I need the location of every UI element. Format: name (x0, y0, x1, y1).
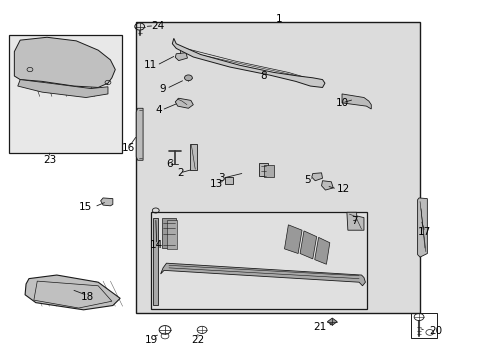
Polygon shape (189, 144, 196, 170)
Polygon shape (264, 165, 273, 177)
Polygon shape (224, 177, 232, 184)
Polygon shape (314, 237, 329, 264)
Polygon shape (300, 231, 316, 259)
Text: 23: 23 (43, 155, 56, 165)
Polygon shape (284, 225, 302, 253)
Text: 21: 21 (312, 322, 326, 332)
Polygon shape (175, 98, 193, 108)
Polygon shape (153, 218, 158, 305)
Text: 20: 20 (428, 325, 441, 336)
Text: 24: 24 (151, 21, 164, 31)
Bar (9, 35, 122, 153)
Text: 15: 15 (79, 202, 92, 212)
Polygon shape (160, 263, 365, 286)
Text: 22: 22 (190, 334, 203, 345)
Text: 2: 2 (177, 168, 183, 178)
Text: 5: 5 (303, 175, 310, 185)
Circle shape (184, 75, 192, 81)
Polygon shape (161, 218, 176, 248)
Text: 12: 12 (336, 184, 350, 194)
Text: 10: 10 (335, 98, 348, 108)
Polygon shape (136, 108, 143, 160)
Polygon shape (172, 39, 325, 87)
Polygon shape (321, 181, 332, 190)
Text: 13: 13 (210, 179, 223, 189)
Text: 18: 18 (81, 292, 94, 302)
Polygon shape (259, 163, 267, 176)
Polygon shape (327, 318, 336, 325)
Polygon shape (25, 275, 120, 310)
Polygon shape (311, 173, 322, 181)
Text: 7: 7 (350, 216, 357, 226)
Text: 9: 9 (160, 84, 166, 94)
Polygon shape (54, 53, 66, 59)
Polygon shape (167, 220, 177, 249)
Text: 8: 8 (260, 71, 267, 81)
Bar (410, 314, 436, 338)
Text: 3: 3 (218, 173, 224, 183)
Polygon shape (417, 198, 427, 257)
Polygon shape (346, 212, 363, 230)
Polygon shape (175, 53, 187, 60)
Polygon shape (14, 37, 115, 87)
Bar (151, 212, 366, 309)
Polygon shape (341, 94, 370, 109)
Text: 17: 17 (417, 227, 430, 237)
Polygon shape (101, 198, 113, 206)
Text: 4: 4 (155, 105, 161, 115)
Polygon shape (37, 52, 49, 58)
Polygon shape (18, 80, 108, 98)
Text: 14: 14 (150, 239, 163, 249)
Text: 6: 6 (166, 159, 173, 169)
Text: 11: 11 (143, 60, 157, 70)
Text: 19: 19 (145, 334, 158, 345)
Text: 16: 16 (122, 143, 135, 153)
Text: 1: 1 (275, 14, 282, 24)
Bar (136, 22, 419, 313)
Polygon shape (70, 55, 80, 60)
